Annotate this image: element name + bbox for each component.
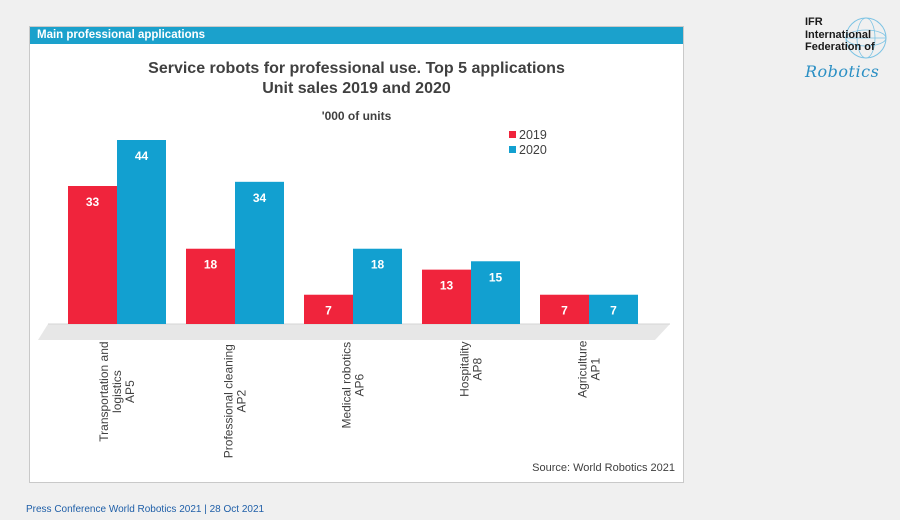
category-label-2: Medical roboticsAP6 bbox=[340, 342, 367, 429]
data-label-2020-2: 18 bbox=[371, 258, 385, 272]
category-label-line: Agriculture bbox=[576, 340, 590, 398]
logo-text: IFR International Federation of bbox=[805, 16, 875, 54]
category-label-line: AP5 bbox=[123, 380, 137, 403]
chart-title-block: Service robots for professional use. Top… bbox=[30, 59, 683, 99]
data-label-2019-1: 18 bbox=[204, 258, 218, 272]
bar-2020-0 bbox=[117, 140, 166, 324]
category-label-line: AP1 bbox=[589, 358, 603, 381]
bar-2019-2 bbox=[304, 294, 353, 324]
bar-2019-0 bbox=[68, 186, 117, 324]
category-label-line: Medical robotics bbox=[340, 342, 354, 429]
ifr-logo: IFR International Federation of Robotics bbox=[805, 16, 895, 81]
data-label-2019-3: 13 bbox=[440, 279, 454, 293]
bar-2019-4 bbox=[540, 294, 589, 324]
legend-item-2019: 2019 bbox=[509, 127, 547, 142]
category-label-line: AP6 bbox=[353, 374, 367, 397]
category-label-line: Hospitality bbox=[458, 342, 472, 397]
data-label-2020-4: 7 bbox=[610, 304, 617, 318]
chart-subtitle: Unit sales 2019 and 2020 bbox=[262, 80, 451, 97]
data-label-2019-2: 7 bbox=[325, 304, 332, 318]
data-label-2019-0: 33 bbox=[86, 195, 100, 209]
legend-item-2020: 2020 bbox=[509, 142, 547, 157]
category-label-3: HospitalityAP8 bbox=[458, 342, 485, 397]
category-label-1: Professional cleaningAP2 bbox=[222, 344, 249, 458]
source-note: Source: World Robotics 2021 bbox=[532, 462, 675, 474]
units-label: '000 of units bbox=[321, 109, 392, 123]
category-label-line: Professional cleaning bbox=[222, 344, 236, 458]
bar-2019-1 bbox=[186, 248, 235, 324]
category-label-line: logistics bbox=[110, 370, 124, 413]
chart-legend: 2019 2020 bbox=[509, 127, 547, 157]
legend-swatch-2019 bbox=[509, 131, 516, 138]
bar-chart: 33 44 Transportation andlogisticsAP5 18 34 Pr… bbox=[38, 140, 670, 458]
bar-2020-1 bbox=[235, 181, 284, 324]
logo-line-2: International bbox=[805, 28, 872, 41]
logo-line-1: IFR bbox=[805, 16, 823, 28]
category-label-4: AgricultureAP1 bbox=[576, 340, 603, 398]
bar-2020-4 bbox=[589, 294, 638, 324]
data-label-2020-1: 34 bbox=[253, 191, 267, 205]
legend-label-2020: 2020 bbox=[519, 142, 547, 157]
globe-icon bbox=[845, 17, 887, 59]
logo-line-3: Federation of bbox=[805, 41, 875, 53]
category-label-line: AP2 bbox=[235, 390, 249, 413]
section-header: Main professional applications bbox=[30, 27, 683, 44]
legend-swatch-2020 bbox=[509, 146, 516, 153]
category-label-0: Transportation andlogisticsAP5 bbox=[97, 341, 137, 441]
chart-title: Service robots for professional use. Top… bbox=[148, 60, 565, 77]
data-label-2020-0: 44 bbox=[135, 149, 149, 163]
data-label-2020-3: 15 bbox=[489, 270, 503, 284]
footer-text: Press Conference World Robotics 2021 | 2… bbox=[26, 504, 265, 515]
category-label-line: AP8 bbox=[471, 358, 485, 381]
legend-label-2019: 2019 bbox=[519, 127, 547, 142]
data-label-2019-4: 7 bbox=[561, 304, 568, 318]
bar-2020-3 bbox=[471, 261, 520, 324]
chart-panel: Main professional applications Service r… bbox=[29, 26, 684, 483]
chart-floor bbox=[38, 324, 670, 340]
logo-script: Robotics bbox=[805, 62, 880, 81]
bar-2019-3 bbox=[422, 269, 471, 324]
bar-2020-2 bbox=[353, 248, 402, 324]
category-label-line: Transportation and bbox=[97, 341, 111, 441]
